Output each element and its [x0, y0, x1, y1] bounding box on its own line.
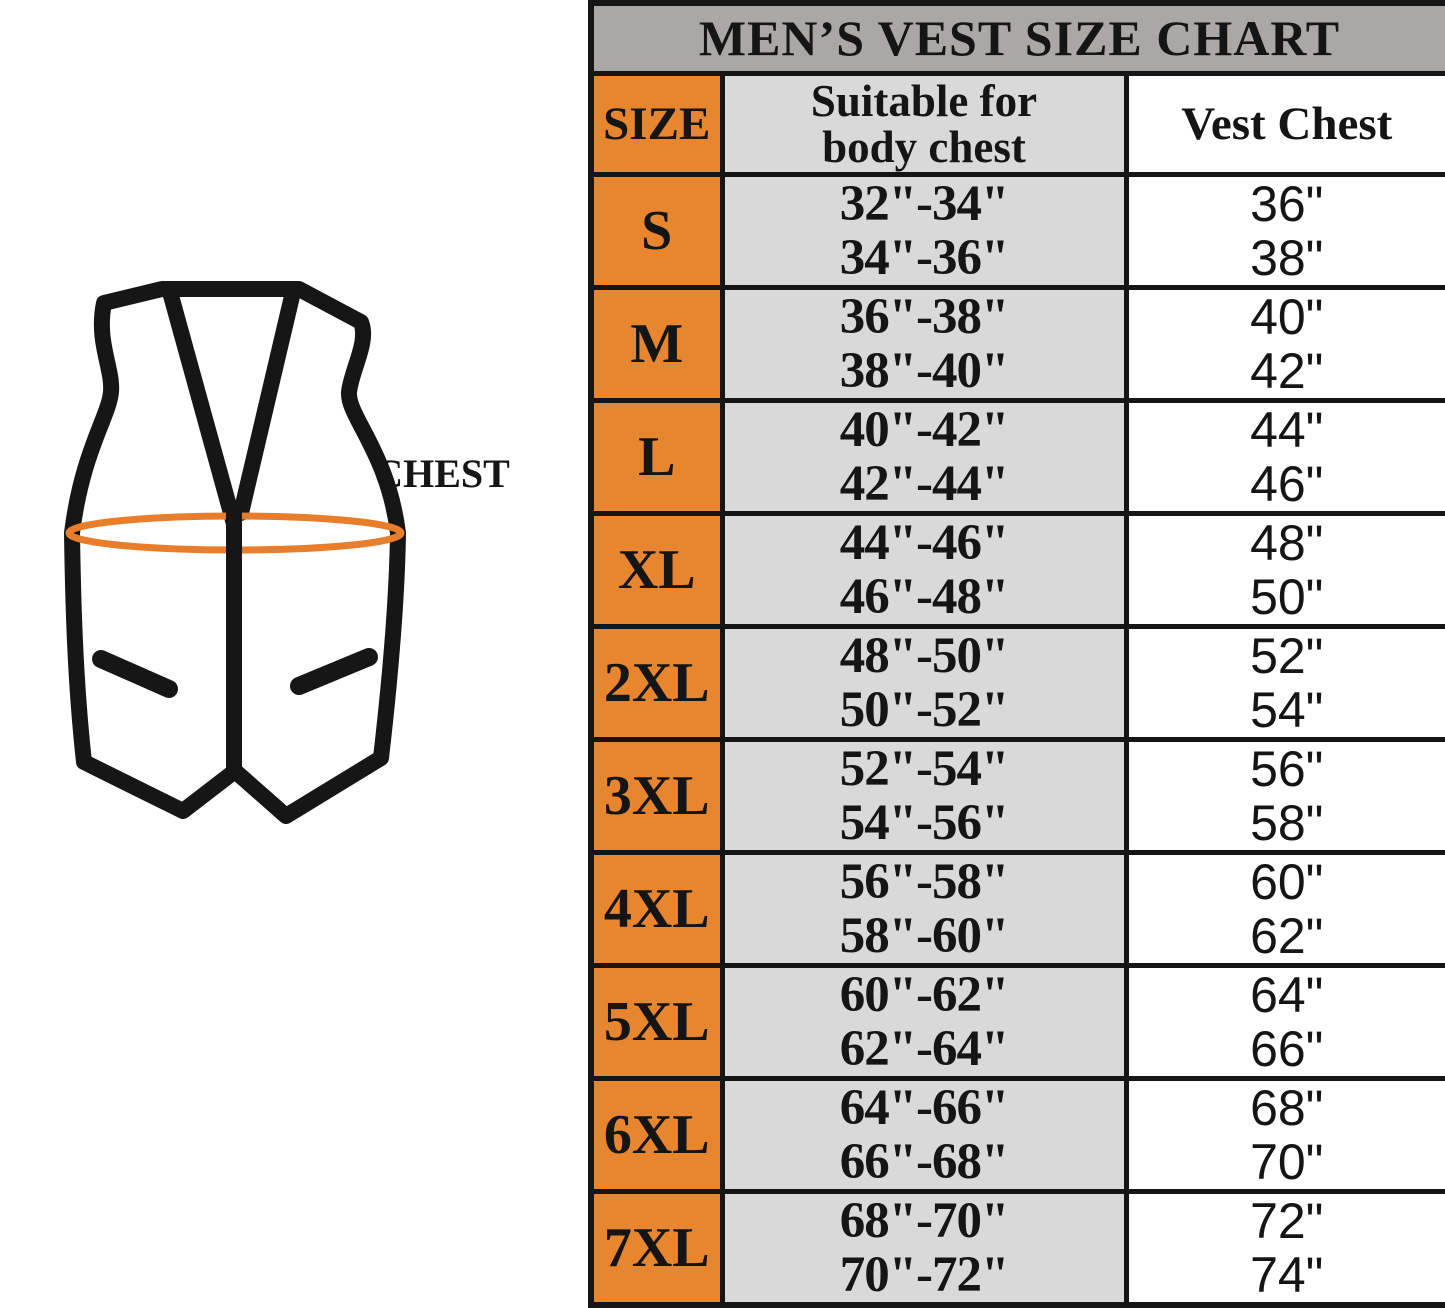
body-chest-cell: 68"-70" 70"-72" — [722, 1191, 1126, 1305]
body-chest-cell: 36"-38" 38"-40" — [722, 287, 1126, 400]
vest-chest-cell: 60" 62" — [1126, 852, 1445, 965]
size-cell: 6XL — [591, 1078, 722, 1191]
body-chest-value: 58"-60" — [725, 909, 1124, 963]
vest-chest-value: 36" — [1129, 177, 1445, 231]
size-cell: M — [591, 287, 722, 400]
body-chest-value: 64"-66" — [725, 1081, 1124, 1135]
chest-label: CHEST — [372, 450, 512, 497]
body-chest-cell: 44"-46" 46"-48" — [722, 513, 1126, 626]
header-body-chest: Suitable for body chest — [722, 73, 1126, 174]
vest-chest-value: 64" — [1129, 968, 1445, 1022]
body-chest-value: 32"-34" — [725, 177, 1124, 231]
body-chest-value: 42"-44" — [725, 457, 1124, 511]
body-chest-cell: 32"-34" 34"-36" — [722, 174, 1126, 287]
body-chest-value: 46"-48" — [725, 570, 1124, 624]
vest-chest-cell: 72" 74" — [1126, 1191, 1445, 1305]
size-cell: 5XL — [591, 965, 722, 1078]
vest-chest-value: 52" — [1129, 629, 1445, 683]
body-chest-value: 34"-36" — [725, 231, 1124, 285]
vest-chest-value: 38" — [1129, 231, 1445, 285]
vest-chest-cell: 56" 58" — [1126, 739, 1445, 852]
body-chest-value: 66"-68" — [725, 1135, 1124, 1189]
table-row: 5XL 60"-62" 62"-64" 64" 66" — [591, 965, 1445, 1078]
body-chest-cell: 60"-62" 62"-64" — [722, 965, 1126, 1078]
vest-chest-cell: 48" 50" — [1126, 513, 1445, 626]
vest-chest-value: 40" — [1129, 290, 1445, 344]
body-chest-cell: 52"-54" 54"-56" — [722, 739, 1126, 852]
vest-chest-value: 62" — [1129, 909, 1445, 963]
header-body-chest-line2: body chest — [725, 124, 1124, 170]
table-row: 7XL 68"-70" 70"-72" 72" 74" — [591, 1191, 1445, 1305]
table-row: 3XL 52"-54" 54"-56" 56" 58" — [591, 739, 1445, 852]
vest-chest-value: 46" — [1129, 457, 1445, 511]
size-cell: L — [591, 400, 722, 513]
vest-chest-cell: 44" 46" — [1126, 400, 1445, 513]
table-row: 6XL 64"-66" 66"-68" 68" 70" — [591, 1078, 1445, 1191]
vest-chest-cell: 36" 38" — [1126, 174, 1445, 287]
body-chest-value: 54"-56" — [725, 796, 1124, 850]
vest-chest-value: 58" — [1129, 796, 1445, 850]
body-chest-value: 36"-38" — [725, 290, 1124, 344]
size-cell: 7XL — [591, 1191, 722, 1305]
header-body-chest-line1: Suitable for — [725, 78, 1124, 124]
vest-chest-value: 48" — [1129, 516, 1445, 570]
vest-chest-cell: 40" 42" — [1126, 287, 1445, 400]
vest-chest-value: 74" — [1129, 1248, 1445, 1302]
vest-chest-value: 44" — [1129, 403, 1445, 457]
table-row: XL 44"-46" 46"-48" 48" 50" — [591, 513, 1445, 626]
table-row: S 32"-34" 34"-36" 36" 38" — [591, 174, 1445, 287]
body-chest-value: 44"-46" — [725, 516, 1124, 570]
table-row: 2XL 48"-50" 50"-52" 52" 54" — [591, 626, 1445, 739]
size-cell: XL — [591, 513, 722, 626]
vest-chest-value: 72" — [1129, 1194, 1445, 1248]
vest-chest-value: 54" — [1129, 683, 1445, 737]
table-title-row: MEN’S VEST SIZE CHART — [591, 3, 1445, 73]
size-cell: 4XL — [591, 852, 722, 965]
size-cell: S — [591, 174, 722, 287]
body-chest-value: 70"-72" — [725, 1248, 1124, 1302]
vest-chest-value: 66" — [1129, 1022, 1445, 1076]
body-chest-cell: 56"-58" 58"-60" — [722, 852, 1126, 965]
body-chest-value: 38"-40" — [725, 344, 1124, 398]
vest-chest-value: 70" — [1129, 1135, 1445, 1189]
body-chest-value: 56"-58" — [725, 855, 1124, 909]
vest-measurement-diagram: CHEST — [0, 0, 600, 1259]
vest-chest-cell: 68" 70" — [1126, 1078, 1445, 1191]
table-row: 4XL 56"-58" 58"-60" 60" 62" — [591, 852, 1445, 965]
vest-chest-value: 50" — [1129, 570, 1445, 624]
header-size: SIZE — [591, 73, 722, 174]
body-chest-value: 40"-42" — [725, 403, 1124, 457]
body-chest-cell: 40"-42" 42"-44" — [722, 400, 1126, 513]
vest-chest-value: 42" — [1129, 344, 1445, 398]
vest-chest-value: 56" — [1129, 742, 1445, 796]
size-chart: MEN’S VEST SIZE CHART SIZE Suitable for … — [588, 0, 1445, 1259]
table-title: MEN’S VEST SIZE CHART — [591, 3, 1445, 73]
body-chest-value: 50"-52" — [725, 683, 1124, 737]
header-vest-chest: Vest Chest — [1126, 73, 1445, 174]
vest-chest-value: 60" — [1129, 855, 1445, 909]
size-chart-table: MEN’S VEST SIZE CHART SIZE Suitable for … — [588, 0, 1445, 1308]
table-row: M 36"-38" 38"-40" 40" 42" — [591, 287, 1445, 400]
vest-chest-value: 68" — [1129, 1081, 1445, 1135]
body-chest-cell: 48"-50" 50"-52" — [722, 626, 1126, 739]
vest-chest-cell: 64" 66" — [1126, 965, 1445, 1078]
body-chest-cell: 64"-66" 66"-68" — [722, 1078, 1126, 1191]
size-table-body: MEN’S VEST SIZE CHART SIZE Suitable for … — [591, 3, 1445, 1305]
vest-chest-cell: 52" 54" — [1126, 626, 1445, 739]
size-cell: 2XL — [591, 626, 722, 739]
body-chest-value: 48"-50" — [725, 629, 1124, 683]
table-header-row: SIZE Suitable for body chest Vest Chest — [591, 73, 1445, 174]
body-chest-value: 52"-54" — [725, 742, 1124, 796]
size-cell: 3XL — [591, 739, 722, 852]
body-chest-value: 68"-70" — [725, 1194, 1124, 1248]
body-chest-value: 60"-62" — [725, 968, 1124, 1022]
table-row: L 40"-42" 42"-44" 44" 46" — [591, 400, 1445, 513]
body-chest-value: 62"-64" — [725, 1022, 1124, 1076]
